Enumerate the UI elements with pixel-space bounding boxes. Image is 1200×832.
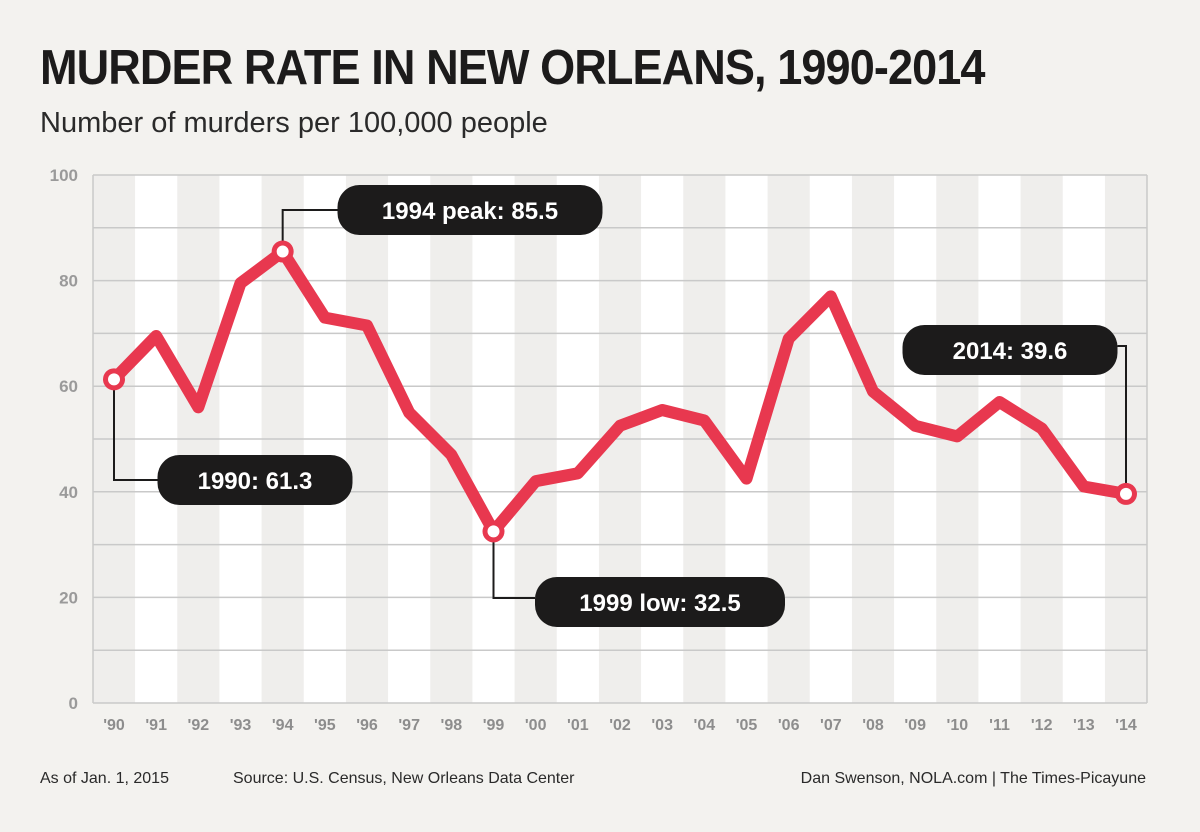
x-tick-label: '90 <box>103 717 125 734</box>
x-tick-label: '03 <box>651 717 673 734</box>
chart-title: MURDER RATE IN NEW ORLEANS, 1990-2014 <box>40 41 985 95</box>
y-tick-label: 40 <box>59 483 78 502</box>
callout-leader <box>281 209 338 252</box>
data-marker-center <box>276 245 289 258</box>
callout-label: 1994 peak: 85.5 <box>382 198 558 225</box>
y-tick-label: 20 <box>59 588 78 607</box>
y-tick-label: 60 <box>59 377 78 396</box>
x-tick-label: '06 <box>778 717 800 734</box>
x-tick-label: '00 <box>525 717 547 734</box>
x-tick-label: '08 <box>862 717 884 734</box>
x-tick-label: '96 <box>356 717 378 734</box>
y-tick-label: 100 <box>50 166 78 185</box>
x-tick-label: '02 <box>609 717 631 734</box>
x-tick-label: '93 <box>230 717 252 734</box>
x-tick-label: '97 <box>398 717 420 734</box>
x-tick-label: '10 <box>947 717 969 734</box>
callout-leader <box>1117 345 1127 494</box>
callout-label: 2014: 39.6 <box>953 338 1068 365</box>
x-axis-ticks: '90 '91 '92 '93 '94 '95 '96 '97 '98 '99 '00 '01 '02 '… <box>103 717 1137 734</box>
x-tick-label: '09 <box>904 717 926 734</box>
x-tick-label: '98 <box>441 717 463 734</box>
x-tick-label: '91 <box>145 717 167 734</box>
callout-box <box>157 455 353 505</box>
callout-leader <box>492 531 535 599</box>
callouts: 1990: 61.3 1994 peak: 85.5 1999 low: 32.5 2… <box>157 185 1118 627</box>
data-marker-center <box>108 373 120 386</box>
y-tick-label: 0 <box>69 694 78 713</box>
x-tick-label: '04 <box>694 717 716 734</box>
x-tick-label: '07 <box>820 717 842 734</box>
x-tick-label: '05 <box>736 717 758 734</box>
data-marker-center <box>1120 487 1132 500</box>
chart-subtitle: Number of murders per 100,000 people <box>40 107 548 139</box>
x-tick-label: '12 <box>1031 717 1053 734</box>
y-axis-ticks: 0 20 40 60 80 100 <box>50 166 78 713</box>
source-note: Source: U.S. Census, New Orleans Data Ce… <box>233 770 575 787</box>
credit-note: Dan Swenson, NOLA.com | The Times-Picayu… <box>800 770 1146 787</box>
y-tick-label: 80 <box>59 272 78 291</box>
x-tick-label: '99 <box>483 717 505 734</box>
x-tick-label: '95 <box>314 717 336 734</box>
x-tick-label: '14 <box>1115 717 1137 734</box>
callout-box <box>535 577 785 627</box>
x-tick-label: '92 <box>188 717 210 734</box>
date-note: As of Jan. 1, 2015 <box>40 770 169 787</box>
x-tick-label: '01 <box>567 717 589 734</box>
callout-leader <box>113 379 158 481</box>
x-tick-label: '94 <box>272 717 294 734</box>
callout-box <box>337 185 603 235</box>
data-markers <box>103 240 1137 543</box>
callout-label: 1999 low: 32.5 <box>579 590 740 617</box>
data-marker-center <box>487 525 500 538</box>
callout-leaders <box>113 209 1127 599</box>
callout-box <box>902 325 1118 375</box>
x-tick-label: '11 <box>989 717 1010 734</box>
callout-label: 1990: 61.3 <box>198 468 313 495</box>
x-tick-label: '13 <box>1073 717 1095 734</box>
